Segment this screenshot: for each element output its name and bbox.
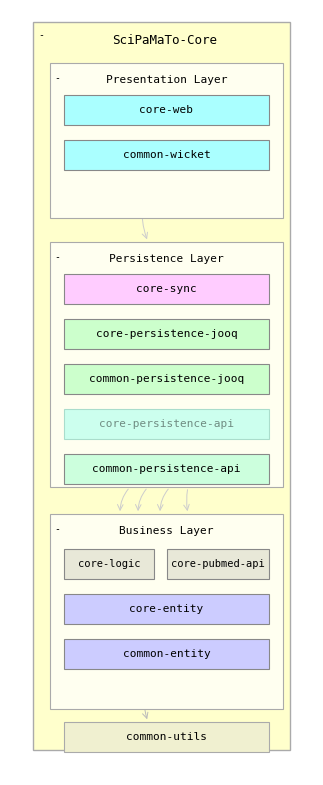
Text: common-wicket: common-wicket	[123, 150, 210, 160]
Text: common-persistence-api: common-persistence-api	[92, 464, 241, 474]
Text: core-persistence-api: core-persistence-api	[99, 419, 234, 429]
Text: common-persistence-jooq: common-persistence-jooq	[89, 374, 244, 384]
FancyBboxPatch shape	[33, 22, 290, 750]
FancyBboxPatch shape	[64, 140, 269, 170]
FancyBboxPatch shape	[167, 549, 269, 579]
Text: -: -	[54, 73, 60, 83]
FancyBboxPatch shape	[64, 274, 269, 304]
FancyBboxPatch shape	[64, 549, 154, 579]
FancyBboxPatch shape	[50, 242, 283, 487]
FancyBboxPatch shape	[64, 95, 269, 125]
Text: core-sync: core-sync	[136, 284, 197, 294]
Text: -: -	[54, 524, 60, 534]
FancyBboxPatch shape	[64, 594, 269, 624]
Text: core-persistence-jooq: core-persistence-jooq	[96, 329, 237, 339]
Text: Business Layer: Business Layer	[119, 526, 214, 536]
FancyBboxPatch shape	[64, 722, 269, 752]
FancyBboxPatch shape	[64, 454, 269, 484]
Text: -: -	[38, 30, 44, 40]
Text: core-web: core-web	[140, 105, 193, 115]
FancyBboxPatch shape	[64, 639, 269, 669]
Text: common-utils: common-utils	[126, 732, 207, 742]
FancyBboxPatch shape	[64, 319, 269, 349]
Text: Persistence Layer: Persistence Layer	[109, 254, 224, 264]
FancyBboxPatch shape	[50, 63, 283, 218]
Text: core-entity: core-entity	[130, 604, 203, 614]
Text: core-logic: core-logic	[78, 559, 140, 569]
Text: core-pubmed-api: core-pubmed-api	[171, 559, 265, 569]
FancyBboxPatch shape	[50, 514, 283, 709]
Text: SciPaMaTo-Core: SciPaMaTo-Core	[112, 34, 217, 46]
Text: common-entity: common-entity	[123, 649, 210, 659]
Text: -: -	[54, 252, 60, 262]
Text: Presentation Layer: Presentation Layer	[106, 75, 227, 85]
FancyBboxPatch shape	[64, 409, 269, 439]
FancyBboxPatch shape	[64, 364, 269, 394]
